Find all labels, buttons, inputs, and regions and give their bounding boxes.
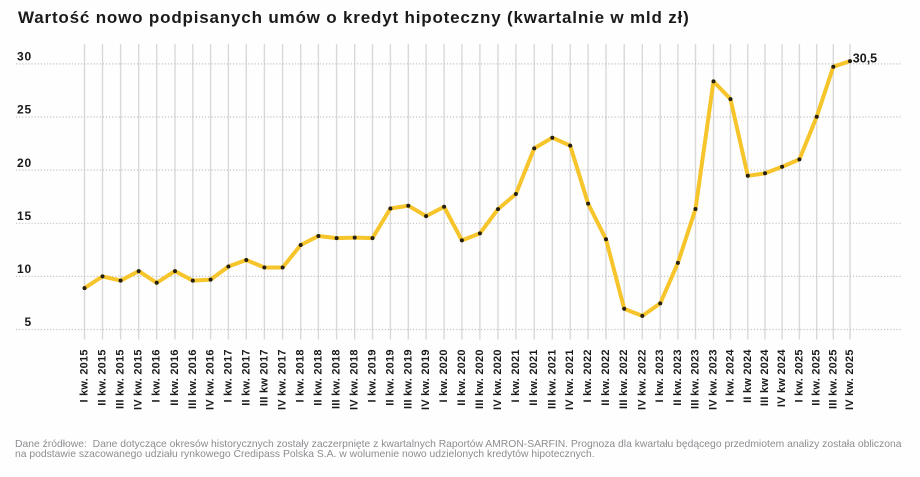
svg-text:IV kw. 2019: IV kw. 2019 <box>420 349 432 410</box>
svg-text:III kw. 2018: III kw. 2018 <box>331 349 343 409</box>
svg-text:II kw. 2017: II kw. 2017 <box>240 349 252 405</box>
svg-text:IV kw. 2021: IV kw. 2021 <box>564 349 576 410</box>
svg-text:IV kw 2024: IV kw 2024 <box>776 349 788 408</box>
svg-text:II kw. 2018: II kw. 2018 <box>312 349 324 405</box>
svg-text:III kw 2024: III kw 2024 <box>759 349 771 407</box>
svg-text:30,5: 30,5 <box>853 52 877 66</box>
svg-text:I kw. 2025: I kw. 2025 <box>793 349 805 402</box>
svg-text:III kw. 2019: III kw. 2019 <box>402 349 414 409</box>
svg-text:II kw. 2016: II kw. 2016 <box>169 349 181 405</box>
svg-text:IV kw. 2020: IV kw. 2020 <box>492 349 504 410</box>
svg-text:II kw. 2019: II kw. 2019 <box>384 349 396 405</box>
svg-text:III kw. 2025: III kw. 2025 <box>827 349 839 409</box>
svg-text:III kw. 2023: III kw. 2023 <box>690 349 702 409</box>
svg-text:I kw. 2022: I kw. 2022 <box>582 349 594 402</box>
svg-text:III kw. 2016: III kw. 2016 <box>187 349 199 409</box>
svg-text:I kw. 2024: I kw. 2024 <box>725 349 737 403</box>
svg-text:III kw. 2022: III kw. 2022 <box>618 349 630 409</box>
svg-text:25: 25 <box>17 103 32 117</box>
svg-text:20: 20 <box>17 156 32 170</box>
svg-text:II kw. 2021: II kw. 2021 <box>528 349 540 405</box>
svg-text:II kw. 2025: II kw. 2025 <box>811 349 823 405</box>
svg-text:III kw. 2015: III kw. 2015 <box>115 349 127 409</box>
svg-text:IV kw. 2016: IV kw. 2016 <box>205 349 217 410</box>
svg-text:I kw. 2021: I kw. 2021 <box>510 349 522 402</box>
svg-text:I kw. 2018: I kw. 2018 <box>295 349 307 402</box>
svg-text:II kw 2024: II kw 2024 <box>742 349 754 403</box>
svg-text:10: 10 <box>17 262 32 276</box>
svg-text:III kw. 2020: III kw. 2020 <box>474 349 486 409</box>
svg-text:IV kw. 2025: IV kw. 2025 <box>844 349 856 410</box>
svg-text:II kw. 2023: II kw. 2023 <box>672 349 684 405</box>
svg-text:IV kw. 2023: IV kw. 2023 <box>708 349 720 410</box>
svg-text:30: 30 <box>17 50 32 64</box>
svg-text:II kw. 2022: II kw. 2022 <box>600 349 612 405</box>
svg-text:I kw. 2019: I kw. 2019 <box>367 349 379 402</box>
svg-text:IV kw. 2015: IV kw. 2015 <box>133 349 145 410</box>
svg-text:I kw. 2015: I kw. 2015 <box>79 349 91 402</box>
svg-text:15: 15 <box>17 209 32 223</box>
svg-text:IV kw. 2022: IV kw. 2022 <box>636 349 648 410</box>
svg-text:I kw. 2016: I kw. 2016 <box>151 349 163 402</box>
svg-text:II kw. 2015: II kw. 2015 <box>97 349 109 405</box>
svg-text:5: 5 <box>25 315 32 329</box>
svg-text:III kw. 2021: III kw. 2021 <box>546 349 558 409</box>
svg-text:IV kw. 2017: IV kw. 2017 <box>277 349 289 410</box>
svg-text:II kw. 2020: II kw. 2020 <box>456 349 468 405</box>
svg-text:III kw 2017: III kw 2017 <box>258 349 270 406</box>
svg-text:I kw. 2017: I kw. 2017 <box>222 349 234 402</box>
svg-text:IV kw. 2018: IV kw. 2018 <box>349 349 361 410</box>
svg-text:I kw. 2020: I kw. 2020 <box>438 349 450 402</box>
svg-text:I kw. 2023: I kw. 2023 <box>654 349 666 402</box>
